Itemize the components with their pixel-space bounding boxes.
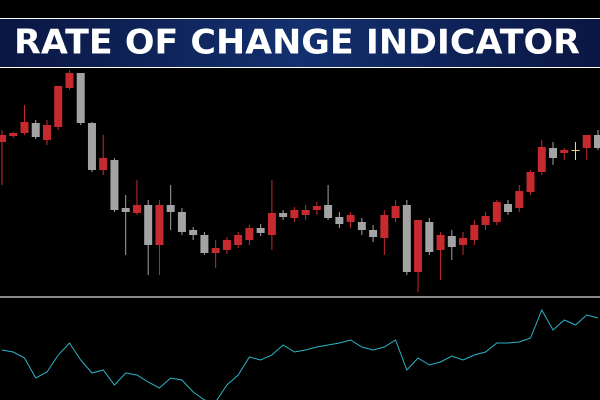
candle-body [594, 135, 600, 148]
candle-body [549, 148, 558, 158]
candle-body [526, 172, 535, 192]
candle-body [515, 191, 524, 208]
candle-body [492, 202, 501, 222]
candle-body [267, 213, 276, 235]
candle-body [110, 160, 119, 210]
candle-body [9, 133, 18, 136]
candle-body [391, 206, 400, 218]
title-banner [0, 18, 600, 68]
chart-title: RATE OF CHANGE INDICATOR [14, 23, 580, 63]
candle-body [447, 236, 456, 247]
candle-body [54, 86, 63, 127]
candle-body [76, 73, 85, 123]
candle-body [470, 225, 479, 240]
candle-body [132, 205, 141, 213]
candle-body [189, 230, 198, 235]
candle-body [245, 228, 254, 240]
candle-body [20, 122, 29, 133]
candle-body [65, 73, 74, 88]
candle-body [335, 217, 344, 224]
candle-body [301, 210, 310, 215]
candle-body [402, 205, 411, 272]
price-panel [0, 70, 600, 292]
candle-body [279, 213, 288, 217]
candle-body [357, 222, 366, 230]
candle-body [42, 125, 51, 140]
candle-body [121, 208, 130, 212]
candle-body [222, 240, 231, 250]
candle-body [256, 228, 265, 233]
candle-body [31, 123, 40, 137]
candle-body [459, 238, 468, 245]
candle-body [211, 248, 220, 253]
candle-body [504, 204, 513, 212]
candle-body [560, 150, 569, 153]
candle-body [436, 235, 445, 250]
candle-body [155, 205, 164, 245]
candle-body [99, 158, 108, 170]
candle-body [177, 212, 186, 232]
roc-line [1, 308, 599, 400]
candle-body [200, 235, 209, 253]
candle-body [312, 206, 321, 210]
candle-body [166, 205, 175, 212]
candle-body [380, 215, 389, 238]
candle-body [425, 222, 434, 252]
candle-body [369, 230, 378, 237]
candle-body [414, 220, 423, 272]
candle-body [0, 135, 6, 142]
candle-body [346, 215, 355, 222]
candle-body [144, 205, 153, 245]
candle-body [481, 216, 490, 225]
candle-body [290, 210, 299, 218]
candle-body [582, 135, 591, 148]
candle-body [87, 123, 96, 170]
candle-body [324, 205, 333, 218]
roc-panel [1, 308, 599, 400]
candle-body [571, 150, 580, 151]
candle-body [537, 147, 546, 172]
candle-body [234, 235, 243, 245]
